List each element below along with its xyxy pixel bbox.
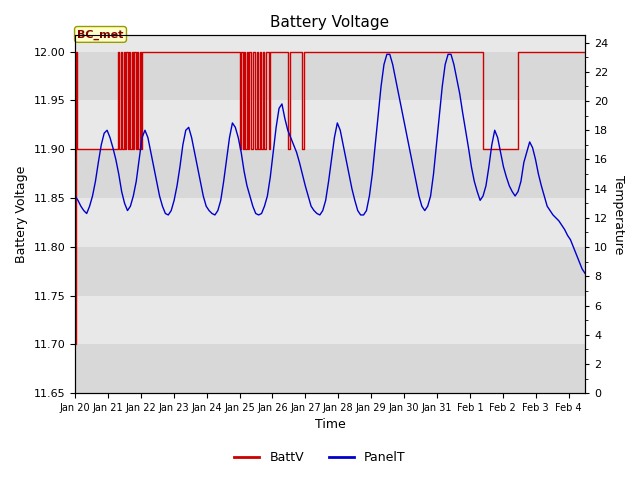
Y-axis label: Temperature: Temperature [612,175,625,254]
Bar [75,344,585,393]
Title: Battery Voltage: Battery Voltage [271,15,390,30]
X-axis label: Time: Time [315,419,346,432]
Bar [75,100,585,149]
Y-axis label: Battery Voltage: Battery Voltage [15,166,28,263]
Bar [75,149,585,198]
Bar [75,247,585,296]
Bar [75,52,585,100]
Bar [75,296,585,344]
Bar [75,198,585,247]
Text: BC_met: BC_met [77,29,124,39]
Legend: BattV, PanelT: BattV, PanelT [229,446,411,469]
